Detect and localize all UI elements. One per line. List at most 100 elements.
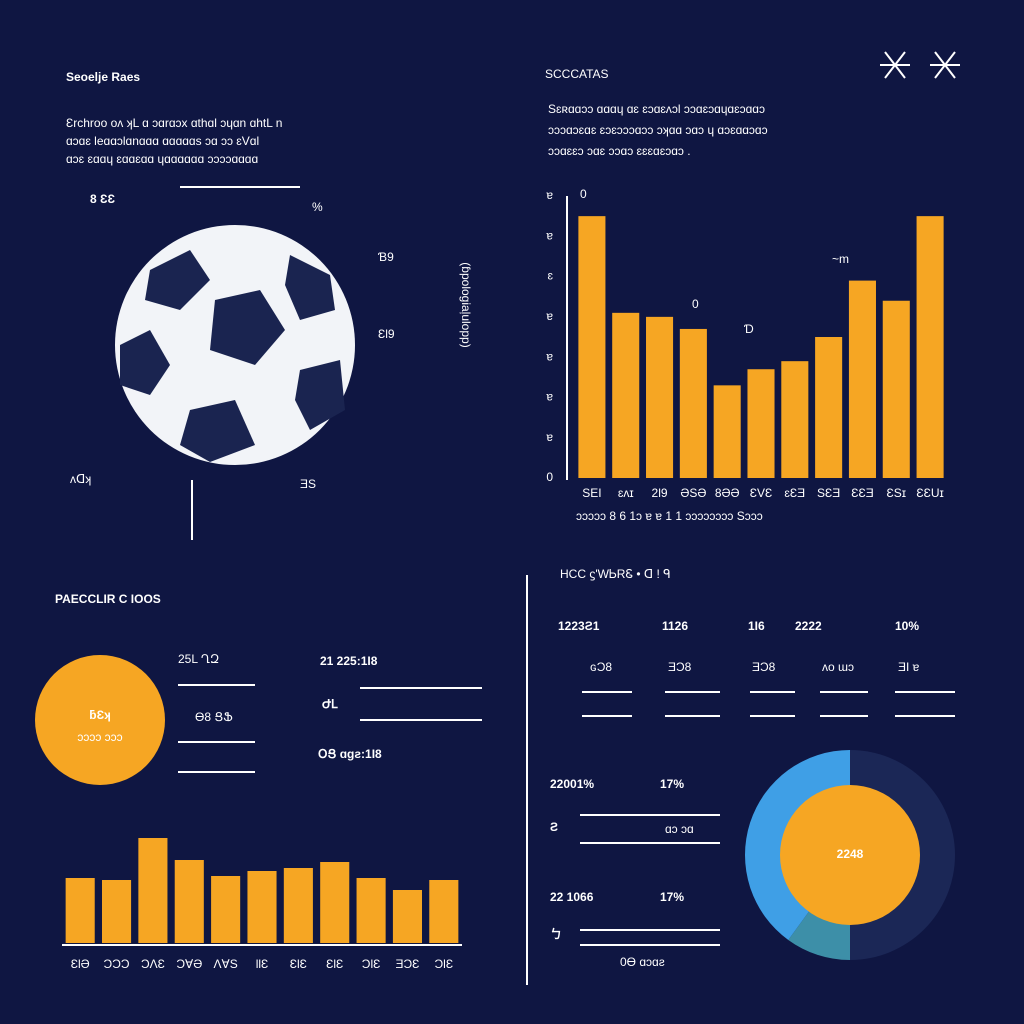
ball-label: ƐƖ9 [378, 327, 395, 341]
x-tick-label: ƆɅƐ [141, 957, 165, 971]
stat-note: 0Ɵ ɑɔɑƨ [620, 955, 665, 969]
annotation: 0 [692, 297, 699, 311]
bar [679, 328, 707, 478]
stat-lines [580, 691, 955, 946]
stat-sub: ʌo ɯɔ [822, 660, 854, 674]
title: Seoelje Raes [66, 70, 140, 84]
x-tick-label: ɅⱯS [214, 957, 238, 971]
x-tick-label: ƐƐUɪ [916, 486, 943, 500]
annotation: Ɗ [744, 322, 754, 336]
bar [747, 369, 775, 478]
bar [646, 316, 674, 478]
x-tick-label: ƏSƏ [680, 486, 706, 500]
stat-lines [178, 684, 482, 773]
stat: ԺԼ [322, 697, 338, 711]
bar [612, 312, 640, 478]
stat-icon: ㄅ [550, 926, 562, 941]
bar [211, 876, 241, 943]
y-tick-label: ɐ [546, 390, 553, 404]
stats-header: HCC ϛ'WᏏRᏋ • ᗡ ! ᑫ [560, 567, 671, 581]
y-tick-label: ɐ [546, 188, 553, 202]
x-tick-label: ƐƖƐ [290, 957, 307, 971]
x-tick-label: ƆƆƆ [104, 957, 130, 971]
intro-line: ɑɔɛ ɛɑɑɥ ɛɑɑɛɑɑ ɥɑɑɑɑɑɑ ɔɔɔɔɑɑɑɑ [66, 152, 258, 166]
y-tick-label: 0 [546, 470, 553, 484]
bar [356, 878, 386, 943]
ball-label: Ɓ9 [378, 250, 394, 264]
badge-text: ƃƐʞ [89, 708, 111, 722]
bar [429, 880, 459, 943]
x-tick-label: ƆƖƐ [435, 957, 454, 971]
stat: 1223Ƨ1 [558, 619, 600, 633]
x-tick-label: SƐƎ [817, 486, 840, 500]
stat: 1Ɩ6 [748, 619, 765, 633]
bar [174, 860, 204, 943]
ball-label: ʌᗡʞ [70, 472, 91, 486]
y-tick-label: ɐ [546, 349, 553, 363]
stat: 2222 [795, 619, 822, 633]
stat-note: ɑɔ ɔɑ [665, 822, 694, 836]
badge [35, 655, 165, 785]
stat: 17% [660, 777, 684, 791]
footnote: ɔɔɔɔɔ 8 6 1ɔ ɐ ɐ 1 1 ɔɔɔɔɔɔɔɔ Sɔɔɔ [576, 509, 763, 523]
bar [882, 300, 910, 478]
bar [138, 838, 168, 943]
x-tick-label: ƆƖƐ [362, 957, 381, 971]
section-line: Sɛʀɑɑɔɔ ɑɑɑɥ ɑɛ ɛɔɑɛʌɔl ɔɔɑɛɔɑɥɑɛɔɑɑɔ [548, 102, 765, 116]
section-title: SCCCATAS [545, 67, 609, 81]
x-tick-label: 8ƏƏ [715, 486, 740, 500]
bar [848, 280, 876, 478]
y-tick-label: ɐ [546, 309, 553, 323]
side-label: (ɓpologiaļulopp) [459, 262, 473, 347]
intro-line: Ɛrchroo oʌ ʞL ɑ ɔɑrɑɔx ɑthɑl ɔɥɑn ɑhtL n [66, 116, 282, 130]
stat-sub: ɢƆ8 [590, 660, 612, 674]
stat: 17% [660, 890, 684, 904]
bar [781, 361, 809, 478]
bar [916, 216, 944, 478]
section-line: ɔɔɑɛɛɔ ɔɑɛ ɔɔɑɔ ɛɛɛɑɛɔɑɔ . [548, 144, 691, 158]
x-tick-label: ɛʌɪ [618, 486, 634, 500]
y-tick-label: ɐ [546, 430, 553, 444]
bar [102, 880, 132, 943]
ball-label: 8 ƐƐ [90, 192, 116, 206]
section-title: PAECCLIR C IOOS [55, 592, 161, 606]
bar [283, 868, 313, 943]
bar [815, 337, 843, 478]
intro-line: ɑɔɑɛ leɑɑɔlɑnɑɑɑ ɑɑɑɑɑs ɔɑ ɔɔ ɛVɑl [66, 134, 259, 148]
x-tick-label: ƖƖƐ [256, 957, 269, 971]
stat: 1126 [662, 619, 688, 633]
stat-sub: ƎƆ8 [668, 660, 692, 674]
soccer-ball [115, 225, 355, 465]
x-tick-label: ƐƖƏ [71, 957, 90, 971]
bar [320, 862, 350, 943]
stat-sub: ƎƆ8 [752, 660, 776, 674]
y-tick-label: ɐ [546, 228, 553, 242]
bar [247, 871, 277, 943]
bar [392, 890, 422, 943]
x-tick-label: ƆⱯƏ [176, 957, 202, 971]
stat: Ɵ8 ՑՖ [195, 710, 233, 724]
stat-sub: ƎI ɐ [898, 660, 920, 674]
x-tick-label: 2Ɩ9 [652, 486, 668, 500]
stat-icon: Ƨ [550, 820, 558, 834]
bar [713, 385, 741, 478]
x-tick-label: ƐƐƎ [851, 486, 874, 500]
icons [880, 51, 960, 79]
section-line: ɔɔɔɑɔɛɑɛ ɛɔɛɔɔɔɑɔɔ ɔʞɑɑ ɔɑɔ ɥ ɑɔɛɑɑɔɑɔ [548, 123, 768, 137]
stat: 10% [895, 619, 919, 633]
x-tick-label: SEI [582, 486, 601, 500]
bar [578, 216, 606, 478]
ball-label: % [312, 200, 323, 214]
y-tick-label: ɛ [547, 269, 553, 283]
x-tick-label: ɛƐƎ [784, 486, 805, 500]
badge-sub: ɔɔɔɔ ɔɔɔ [77, 730, 122, 744]
stat: 21 225:1Ɩ8 [320, 654, 378, 668]
ball-label: ƎS [300, 477, 316, 491]
pie-center-label: 2248 [837, 847, 864, 861]
stat: ՕՑ ɑɡƨ:1Ɩ8 [318, 747, 382, 761]
bar [65, 878, 95, 943]
x-tick-label: ƐVƐ [750, 486, 773, 500]
pie-center [780, 785, 920, 925]
stat: 25L ՂԶ [178, 652, 219, 666]
